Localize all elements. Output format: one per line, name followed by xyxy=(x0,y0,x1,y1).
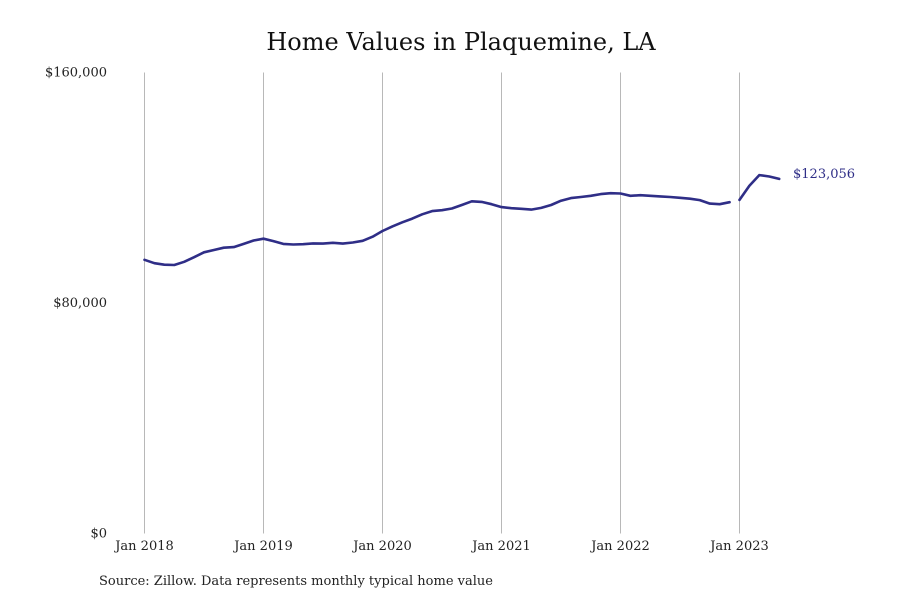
series-line-segment xyxy=(738,173,781,202)
home-value-series xyxy=(143,173,781,267)
y-tick-label: $80,000 xyxy=(53,296,107,311)
x-tick-label: Jan 2018 xyxy=(113,539,174,554)
x-tick-label: Jan 2022 xyxy=(589,539,650,554)
x-tick-label: Jan 2023 xyxy=(708,539,769,554)
y-tick-label: $160,000 xyxy=(45,66,107,81)
x-axis-tick-labels: Jan 2018 Jan 2019 Jan 2020 Jan 2021 Jan 2022… xyxy=(113,539,769,554)
series-line-segment xyxy=(143,191,731,267)
y-axis-tick-labels: $0 $80,000 $160,000 xyxy=(45,66,107,542)
chart-title: Home Values in Plaquemine, LA xyxy=(266,28,656,56)
x-gridlines xyxy=(144,72,740,534)
y-tick-label: $0 xyxy=(90,527,107,542)
latest-value-label: $123,056 xyxy=(793,167,855,182)
source-note: Source: Zillow. Data represents monthly … xyxy=(99,574,493,589)
x-tick-label: Jan 2019 xyxy=(232,539,293,554)
x-tick-label: Jan 2021 xyxy=(470,539,531,554)
x-tick-label: Jan 2020 xyxy=(351,539,412,554)
